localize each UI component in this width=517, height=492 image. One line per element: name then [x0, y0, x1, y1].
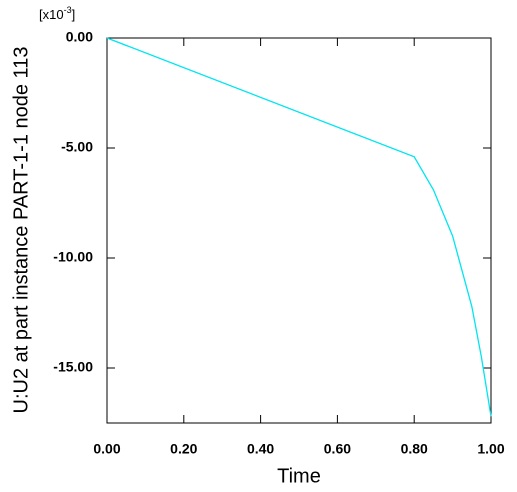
- x-tick-label: 0.20: [170, 441, 197, 457]
- y-tick-label: -10.00: [53, 249, 93, 265]
- x-tick-label: 1.00: [477, 441, 504, 457]
- y-tick-label: -15.00: [53, 359, 93, 375]
- scale-base: [x10: [39, 7, 64, 22]
- x-tick-label: 0.40: [247, 441, 274, 457]
- x-tick-label: 0.00: [93, 441, 120, 457]
- y-tick-label: -5.00: [61, 139, 93, 155]
- data-line: [106, 37, 492, 417]
- scale-close: ]: [72, 7, 76, 22]
- y-scale-label: [x10-3]: [39, 5, 75, 22]
- y-axis-label: U:U2 at part instance PART-1-1 node 113: [10, 47, 32, 414]
- plot-frame: [106, 37, 492, 424]
- scale-exponent: -3: [64, 5, 72, 15]
- y-tick-label: 0.00: [66, 29, 93, 45]
- x-axis-label: Time: [277, 465, 321, 487]
- x-tick-label: 0.80: [401, 441, 428, 457]
- x-tick-label: 0.60: [324, 441, 351, 457]
